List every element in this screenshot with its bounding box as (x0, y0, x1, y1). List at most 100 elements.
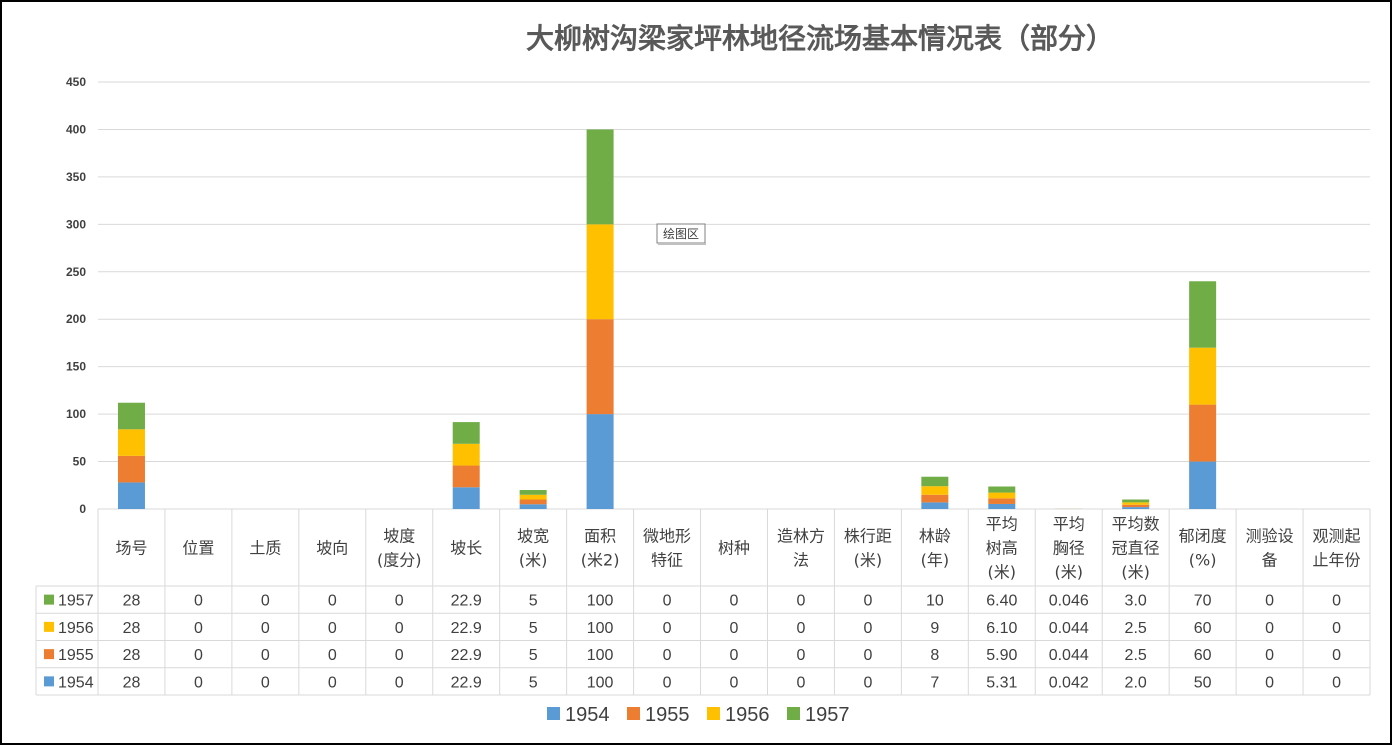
table-cell: 0 (663, 674, 672, 691)
table-cell: 0 (1265, 647, 1274, 664)
bar-segment-1954 (921, 502, 949, 509)
y-tick-label: 200 (66, 312, 86, 326)
y-tick-label: 50 (73, 455, 87, 469)
table-cell: 2.0 (1125, 674, 1147, 691)
category-label: 树种 (718, 539, 750, 558)
category-label: 平均 (986, 515, 1018, 534)
table-cell: 70 (1194, 593, 1212, 610)
category-label: (度分) (377, 551, 422, 570)
table-cell: 5 (529, 674, 538, 691)
category-label: (米2) (581, 551, 620, 570)
bar-segment-1957 (1189, 281, 1217, 348)
table-cell: 22.9 (451, 620, 482, 637)
table-cell: 0 (194, 674, 203, 691)
bar-segment-1955 (117, 455, 145, 483)
bar-segment-1955 (921, 494, 949, 503)
y-tick-label: 300 (66, 217, 86, 231)
table-cell: 5.90 (986, 647, 1017, 664)
category-label: 林龄 (919, 527, 951, 546)
category-label: 坡度 (383, 527, 415, 546)
bar-segment-1957 (452, 422, 480, 444)
chart-title: 大柳树沟梁家坪林地径流场基本情况表（部分） (526, 22, 1114, 55)
table-cell: 2.5 (1125, 647, 1147, 664)
legend-label: 1956 (725, 704, 770, 726)
bar-segment-1954 (1122, 507, 1150, 509)
table-cell: 0 (1265, 593, 1274, 610)
bar-segment-1956 (988, 492, 1016, 499)
bar-segment-1955 (1189, 404, 1217, 462)
category-label: 造林方 (777, 527, 825, 546)
table-cell: 6.10 (986, 620, 1017, 637)
category-label: 面积 (584, 527, 616, 546)
bar-segment-1956 (586, 224, 614, 320)
table-cell: 0 (796, 593, 805, 610)
table-cell: 0 (395, 647, 404, 664)
table-cell: 7 (930, 674, 939, 691)
bar-segment-1957 (117, 402, 145, 430)
category-label: 冠直径 (1112, 539, 1160, 558)
bar-segment-1956 (452, 443, 480, 466)
bar-segment-1955 (1122, 504, 1150, 508)
bar-segment-1955 (519, 499, 547, 505)
table-cell: 28 (123, 647, 141, 664)
bar-segment-1954 (1189, 461, 1217, 509)
table-cell: 0 (796, 620, 805, 637)
bar-segment-1954 (586, 414, 614, 509)
category-label: 止年份 (1313, 551, 1361, 570)
table-row-label: 1957 (58, 593, 94, 610)
table-cell: 60 (1194, 647, 1212, 664)
category-label: (米) (1054, 563, 1083, 582)
table-cell: 0 (395, 674, 404, 691)
category-label: 观测起 (1313, 527, 1361, 546)
table-cell: 28 (123, 593, 141, 610)
category-label: 胸径 (1053, 539, 1085, 558)
category-label: 郁闭度 (1179, 527, 1227, 546)
table-cell: 0 (395, 620, 404, 637)
category-label: 坡长 (450, 539, 482, 558)
table-cell: 100 (587, 647, 614, 664)
table-cell: 0 (328, 674, 337, 691)
table-cell: 0 (730, 620, 739, 637)
table-cell: 28 (123, 674, 141, 691)
table-cell: 0 (663, 593, 672, 610)
y-tick-label: 350 (66, 170, 86, 184)
table-cell: 2.5 (1125, 620, 1147, 637)
y-tick-label: 100 (66, 407, 86, 421)
legend-label: 1955 (645, 704, 690, 726)
category-label: (年) (921, 551, 950, 570)
bar-segment-1957 (519, 490, 547, 495)
tooltip-text: 绘图区 (663, 226, 699, 241)
table-cell: 0 (194, 647, 203, 664)
category-label: 平均数 (1112, 515, 1160, 534)
table-cell: 0 (1332, 593, 1341, 610)
table-cell: 0 (194, 620, 203, 637)
table-cell: 0 (663, 620, 672, 637)
table-cell: 0 (328, 647, 337, 664)
category-label: (米) (988, 563, 1017, 582)
bar-segment-1955 (586, 319, 614, 415)
legend-key-1955 (627, 707, 640, 720)
table-cell: 0 (1332, 620, 1341, 637)
table-cell: 0.044 (1049, 647, 1089, 664)
bar-segment-1957 (921, 476, 949, 487)
category-label: 株行距 (844, 527, 892, 546)
table-cell: 22.9 (451, 593, 482, 610)
bar-segment-1956 (1189, 347, 1217, 405)
table-cell: 0 (796, 674, 805, 691)
category-label: 坡向 (316, 539, 348, 558)
table-cell: 0.042 (1049, 674, 1089, 691)
table-row-label: 1955 (58, 647, 94, 664)
table-cell: 0 (730, 593, 739, 610)
table-cell: 6.40 (986, 593, 1017, 610)
bar-segment-1954 (117, 482, 145, 509)
table-cell: 22.9 (451, 674, 482, 691)
table-cell: 0 (863, 674, 872, 691)
table-cell: 0 (1332, 647, 1341, 664)
table-cell: 0 (261, 647, 270, 664)
bar-segment-1954 (988, 503, 1016, 509)
table-cell: 0 (328, 593, 337, 610)
table-row-label: 1954 (58, 674, 94, 691)
legend-label: 1957 (805, 704, 850, 726)
table-cell: 0 (730, 647, 739, 664)
y-tick-label: 250 (66, 265, 86, 279)
